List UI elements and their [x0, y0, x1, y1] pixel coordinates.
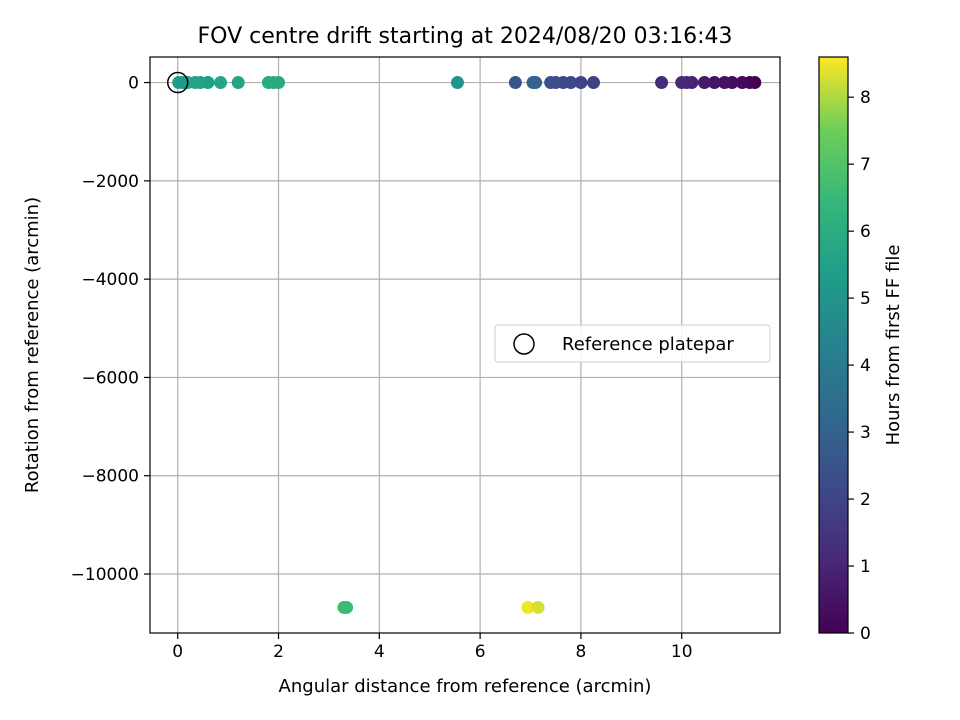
chart-title: FOV centre drift starting at 2024/08/20 …	[198, 24, 733, 49]
legend-marker	[513, 333, 535, 355]
data-point	[531, 600, 545, 614]
data-point	[450, 76, 464, 90]
x-axis: 0 2 4 6 8 10	[172, 633, 693, 662]
x-axis-label: Angular distance from reference (arcmin)	[279, 676, 652, 697]
data-point	[340, 600, 354, 614]
reference-platepar-marker	[166, 71, 189, 94]
data-point	[508, 76, 522, 90]
x-tick-label: 6	[475, 642, 486, 662]
legend-box	[494, 324, 771, 363]
y-tick-label: 0	[128, 74, 139, 94]
colorbar-tick-label: 2	[860, 490, 871, 510]
colorbar-tick-label: 7	[860, 155, 871, 175]
data-point	[214, 76, 228, 90]
data-point	[172, 76, 186, 90]
data-point	[655, 76, 669, 90]
x-tick-label: 2	[273, 642, 284, 662]
colorbar-tick-label: 4	[860, 356, 871, 376]
y-tick-label: −6000	[81, 368, 139, 388]
colorbar-tick-label: 5	[860, 289, 871, 309]
colorbar-tick-label: 6	[860, 222, 871, 242]
x-tick-label: 0	[172, 642, 183, 662]
colorbar-tick-label: 3	[860, 423, 871, 443]
data-point	[697, 76, 711, 90]
plot-frame	[149, 56, 781, 634]
colorbar-tick-label: 1	[860, 557, 871, 577]
data-points	[166, 71, 762, 614]
data-point	[544, 76, 558, 90]
x-tick-label: 4	[374, 642, 385, 662]
data-point	[587, 76, 601, 90]
colorbar-tick-label: 0	[860, 624, 871, 644]
data-point	[735, 76, 749, 90]
y-tick-label: −4000	[81, 270, 139, 290]
y-tick-label: −8000	[81, 467, 139, 487]
colorbar-tick-label: 8	[860, 88, 871, 108]
colorbar: 0 1 2 3 4 5 6 7 8 Hours from first FF file	[818, 56, 904, 644]
x-tick-label: 10	[671, 642, 693, 662]
colorbar-gradient	[818, 56, 849, 634]
y-tick-label: −2000	[81, 172, 139, 192]
data-point	[707, 76, 721, 90]
data-point	[261, 76, 275, 90]
legend: Reference platepar	[494, 324, 771, 363]
y-tick-label: −10000	[71, 565, 139, 585]
data-point	[718, 76, 732, 90]
legend-entry-reference-platepar: Reference platepar	[562, 334, 734, 355]
data-point	[574, 76, 588, 90]
data-point	[231, 76, 245, 90]
data-point	[675, 76, 689, 90]
y-axis-label: Rotation from reference (arcmin)	[22, 197, 43, 493]
x-tick-label: 8	[576, 642, 587, 662]
colorbar-label: Hours from first FF file	[883, 245, 904, 446]
y-axis: 0 −2000 −4000 −6000 −8000 −10000	[71, 74, 150, 585]
colorbar-ticks: 0 1 2 3 4 5 6 7 8	[848, 88, 871, 644]
data-point	[521, 600, 535, 614]
data-point	[526, 76, 540, 90]
